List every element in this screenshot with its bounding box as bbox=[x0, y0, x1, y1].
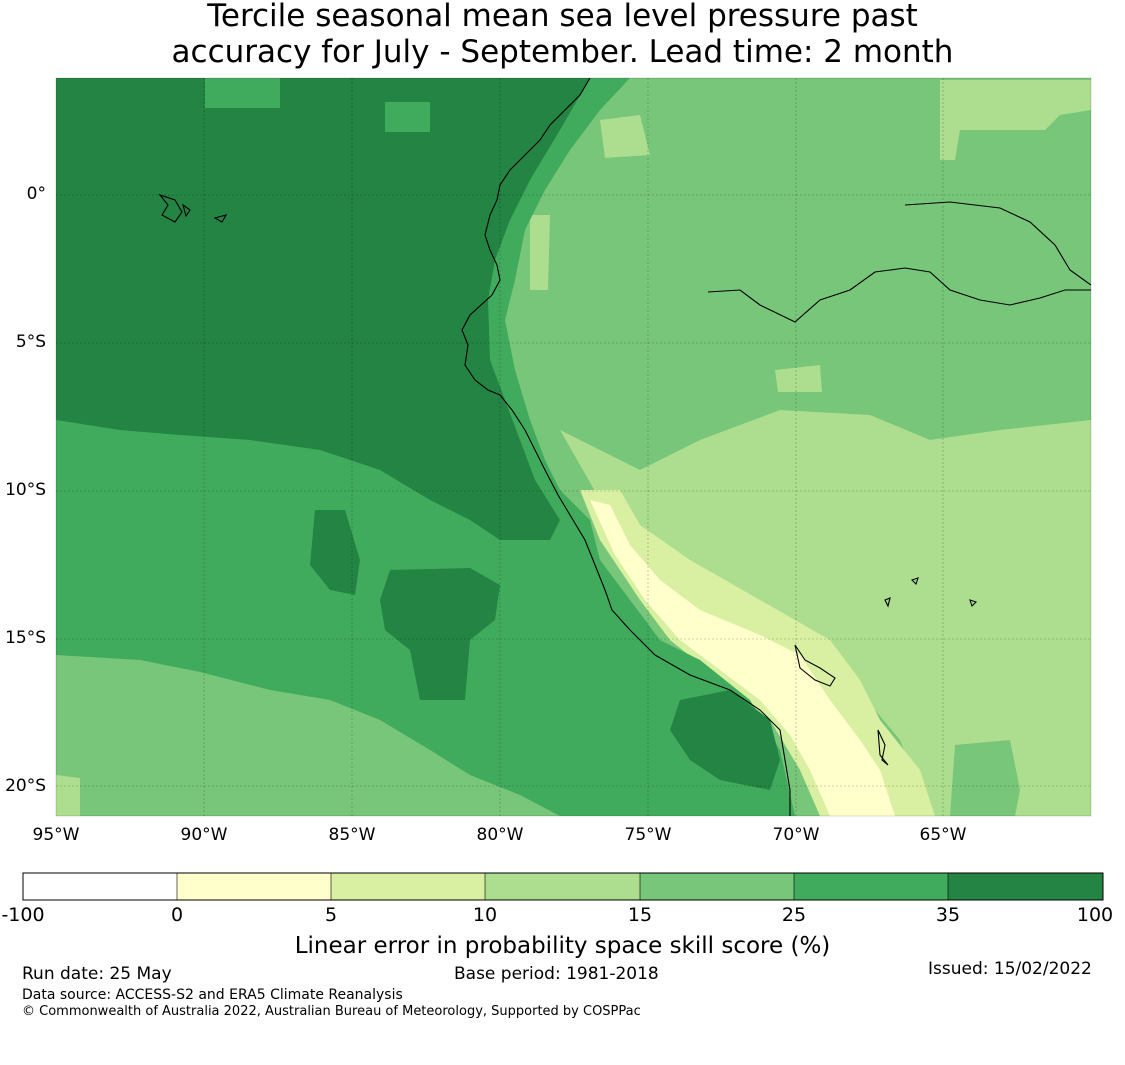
skill-zone-10-15-center bbox=[775, 365, 822, 392]
colorbar-swatch-5 bbox=[640, 873, 794, 900]
skill-zone-10-15-north bbox=[600, 115, 650, 158]
colorbar-tick-label: 15 bbox=[627, 904, 653, 926]
map-title-line-2: accuracy for July - September. Lead time… bbox=[171, 34, 954, 70]
base-period: Base period: 1981-2018 bbox=[454, 964, 659, 984]
skill-zone-35-100-patch-3 bbox=[670, 690, 780, 790]
skill-zone-10-15-coast bbox=[530, 215, 550, 290]
colorbar-label: Linear error in probability space skill … bbox=[294, 933, 831, 959]
lon-tick-label: 80°W bbox=[476, 825, 524, 845]
run-date: Run date: 25 May bbox=[22, 964, 172, 984]
lat-tick-label: 0° bbox=[26, 184, 46, 204]
copyright-notice: © Commonwealth of Australia 2022, Austra… bbox=[22, 1004, 641, 1019]
skill-zone-0-5 bbox=[590, 500, 895, 816]
colorbar-tick-label: 100 bbox=[1076, 904, 1114, 926]
skill-zone-15-25-sw bbox=[56, 655, 560, 816]
lat-tick-label: 15°S bbox=[5, 628, 46, 648]
skill-zone-35-100-patch-1 bbox=[310, 510, 360, 595]
skill-zone-15-25-patch bbox=[950, 740, 1020, 816]
lon-tick-label: 85°W bbox=[328, 825, 376, 845]
lon-tick-label: 90°W bbox=[180, 825, 228, 845]
skill-zone-10-15 bbox=[560, 410, 1091, 816]
colorbar-tick-label: 10 bbox=[472, 904, 498, 926]
lat-tick-label: 20°S bbox=[5, 776, 46, 796]
lat-tick-label: 10°S bbox=[5, 480, 46, 500]
lon-tick-label: 70°W bbox=[772, 825, 820, 845]
colorbar-tick-label: 0 bbox=[170, 904, 184, 926]
colorbar-swatch-6 bbox=[794, 873, 948, 900]
map-gridlines bbox=[56, 78, 1091, 816]
skill-zone-10-15-sw bbox=[56, 775, 80, 816]
colorbar bbox=[22, 872, 1104, 901]
data-source: Data source: ACCESS-S2 and ERA5 Climate … bbox=[22, 987, 403, 1003]
skill-zone-35-100 bbox=[56, 78, 590, 540]
lon-tick-label: 65°W bbox=[919, 825, 967, 845]
map-title-line-1: Tercile seasonal mean sea level pressure… bbox=[207, 0, 918, 34]
colorbar-tick-label: 25 bbox=[781, 904, 807, 926]
skill-zone-25-35-nw bbox=[205, 78, 280, 108]
colorbar-tick-label: -100 bbox=[1, 904, 45, 926]
colorbar-tick-label: 5 bbox=[324, 904, 338, 926]
lon-tick-label: 75°W bbox=[624, 825, 672, 845]
colorbar-tick-label: 35 bbox=[935, 904, 961, 926]
skill-field bbox=[56, 78, 1091, 816]
colorbar-swatch-7 bbox=[948, 873, 1103, 900]
issued-date: Issued: 15/02/2022 bbox=[928, 959, 1092, 979]
coastline bbox=[158, 78, 1091, 816]
colorbar-swatch-3 bbox=[331, 873, 485, 900]
colorbar-swatch-1 bbox=[23, 873, 177, 900]
lat-tick-label: 5°S bbox=[15, 332, 46, 352]
colorbar-swatch-2 bbox=[177, 873, 331, 900]
colorbar-swatch-4 bbox=[485, 873, 640, 900]
skill-zone-35-100-patch-2 bbox=[380, 568, 500, 700]
skill-zone-10-15-ne bbox=[940, 80, 1091, 160]
skill-zone-25-35-patch bbox=[385, 102, 430, 132]
lon-tick-label: 95°W bbox=[32, 825, 80, 845]
